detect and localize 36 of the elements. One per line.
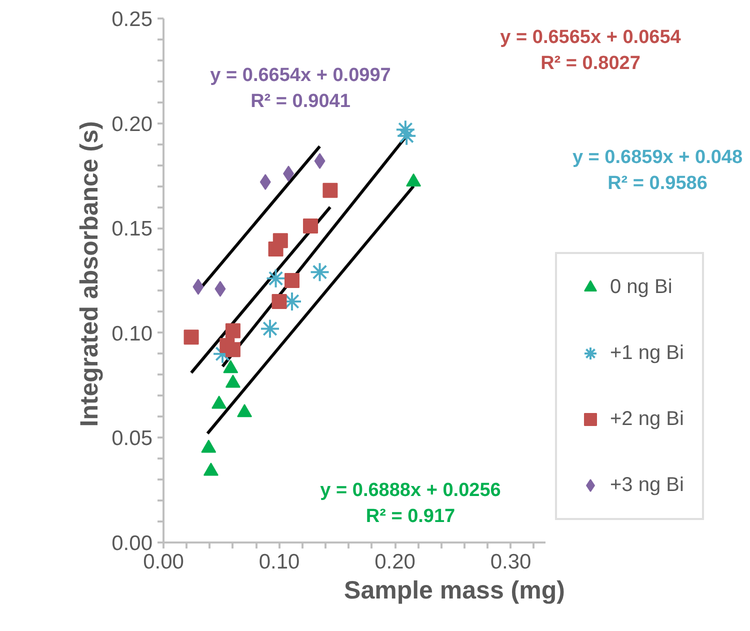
point [223,360,238,374]
point [266,268,286,288]
point [272,294,287,309]
x-axis-title: Sample mass (mg) [344,576,565,604]
legend-label: +2 ng Bi [610,408,684,430]
y-tick-label: 0.15 [112,218,153,241]
point [184,330,199,345]
point [310,262,330,282]
point [201,440,216,453]
y-axis-title: Integrated absorbance (s) [76,121,104,427]
legend-label: +3 ng Bi [610,474,684,496]
point [237,404,252,418]
annotation: y = 0.6888x + 0.0256 R² = 0.917 [320,480,501,528]
y-tick-label: 0.05 [112,427,153,450]
point [225,323,240,338]
point [322,182,338,198]
annotation: y = 0.6654x + 0.0997 R² = 0.9041 [210,64,391,112]
point [272,233,288,248]
x-tick-label: 0.10 [258,550,300,574]
point [203,462,218,476]
text: y = 0.6859x + 0.048 R² = 0.9586 [572,146,743,194]
point [303,218,318,234]
point [396,126,417,146]
point [225,342,240,358]
point [260,318,280,339]
annotation: y = 0.6565x + 0.0654 R² = 0.8027 [500,26,682,74]
x-tick-label: 0.20 [374,550,416,574]
y-tick-label: 0.10 [112,322,153,346]
point [212,396,227,409]
point [225,374,240,388]
legend-label: +1 ng Bi [610,342,684,364]
y-tick-label: 0.25 [112,8,153,31]
y-tick-label: 0.20 [112,112,153,136]
legend-label: 0 ng Bi [610,276,672,298]
x-tick-label: 0.30 [490,550,532,574]
point [284,273,300,288]
